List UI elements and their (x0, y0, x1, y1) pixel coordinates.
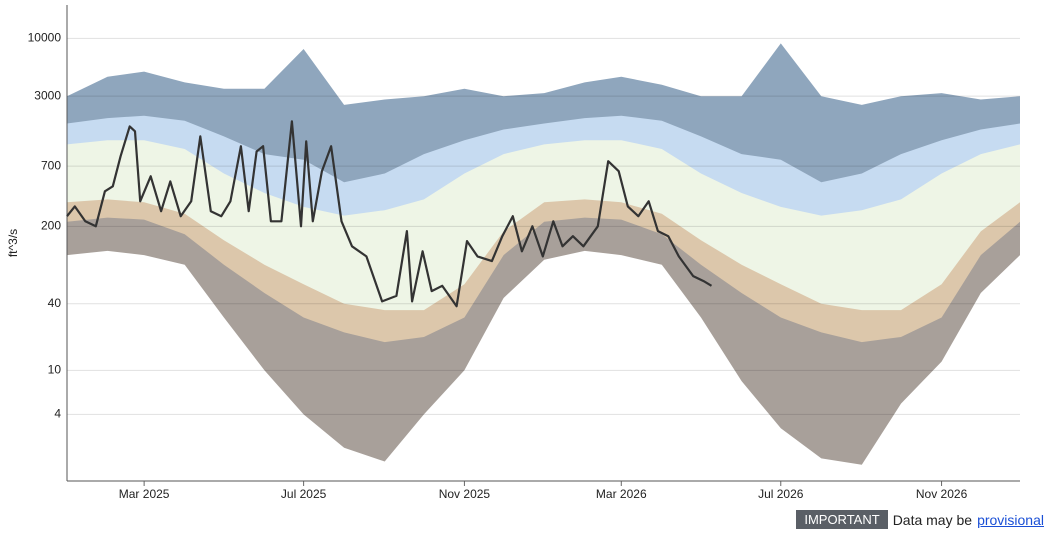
percentile-band (67, 250, 1020, 481)
y-tick-label: 4 (54, 407, 61, 421)
x-tick-label: Mar 2025 (119, 487, 170, 501)
y-tick-label: 3000 (34, 88, 61, 102)
important-badge: IMPORTANT (796, 510, 888, 529)
y-tick-label: 10000 (28, 30, 62, 44)
x-tick-label: Mar 2026 (596, 487, 647, 501)
chart: ft^3/s 4 10 40 200 700 3000 10000 Mar 2025 Jul 2… (6, 5, 1020, 501)
y-axis-label: ft^3/s (6, 229, 20, 257)
y-tick-label: 700 (41, 158, 61, 172)
x-tick-label: Nov 2025 (439, 487, 491, 501)
footer-text: Data may be (892, 511, 973, 528)
y-tick-label: 200 (41, 219, 61, 233)
x-tick-label: Jul 2026 (758, 487, 804, 501)
provisional-link[interactable]: provisional (977, 511, 1044, 528)
y-tick-label: 10 (48, 363, 62, 377)
x-tick-label: Jul 2025 (281, 487, 327, 501)
y-tick-label: 40 (48, 296, 62, 310)
discharge-line (66, 120, 713, 308)
x-tick-label: Nov 2026 (916, 487, 968, 501)
footer: IMPORTANT Data may be provisional (796, 510, 1044, 529)
